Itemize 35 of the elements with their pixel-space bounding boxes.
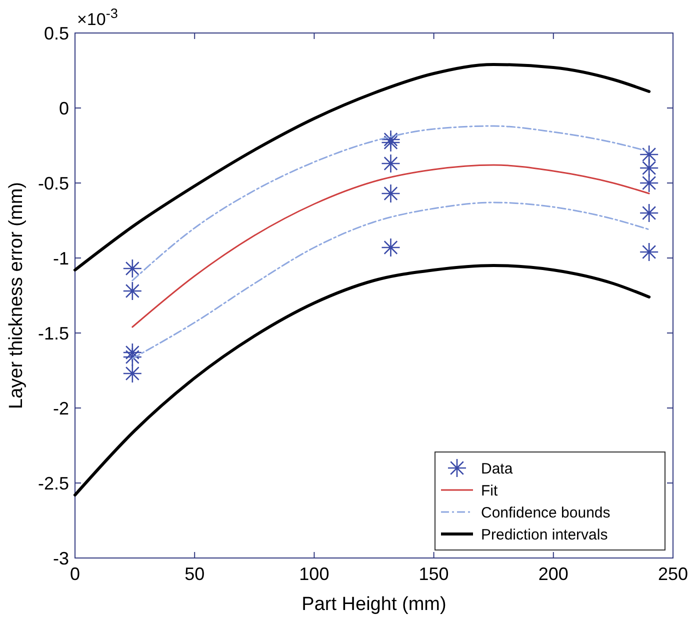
point [122,281,142,301]
y-tick-label: -3 [52,548,69,568]
y-tick-label: -1.5 [38,323,69,344]
x-tick-label: 100 [299,564,330,584]
line-series [132,202,650,360]
legend-label: Prediction intervals [481,526,608,544]
line-series [74,63,651,272]
text: ×10$^{-3}$ [77,6,118,29]
legend-label: Confidence bounds [481,504,610,522]
x-tick-label: 50 [184,564,205,584]
point [381,154,400,174]
x-tick-label: 250 [658,564,688,584]
line-series [132,125,650,282]
legend-label: Data [481,460,514,478]
point [381,184,400,204]
legend-label: Fit [481,482,498,500]
point [122,258,142,278]
y-axis-title: Layer thickness error (mm) [6,182,27,409]
y-tick-label: -2 [52,398,69,418]
line-series [132,164,650,328]
point [639,242,659,262]
x-tick-label: 150 [418,564,449,584]
point [639,203,659,223]
point [639,173,659,193]
point [381,132,400,152]
x-axis-title: Part Height (mm) [302,594,446,615]
y-tick-label: -0.5 [38,173,69,194]
y-tick-label: -1 [52,248,69,268]
y-tick-label: 0.5 [44,23,69,44]
y-tick-label: 0 [58,98,69,118]
line-series [74,264,651,496]
y-tick-label: -2.5 [38,473,69,494]
point [381,238,400,258]
point [122,364,142,384]
x-tick-label: 200 [538,564,568,584]
